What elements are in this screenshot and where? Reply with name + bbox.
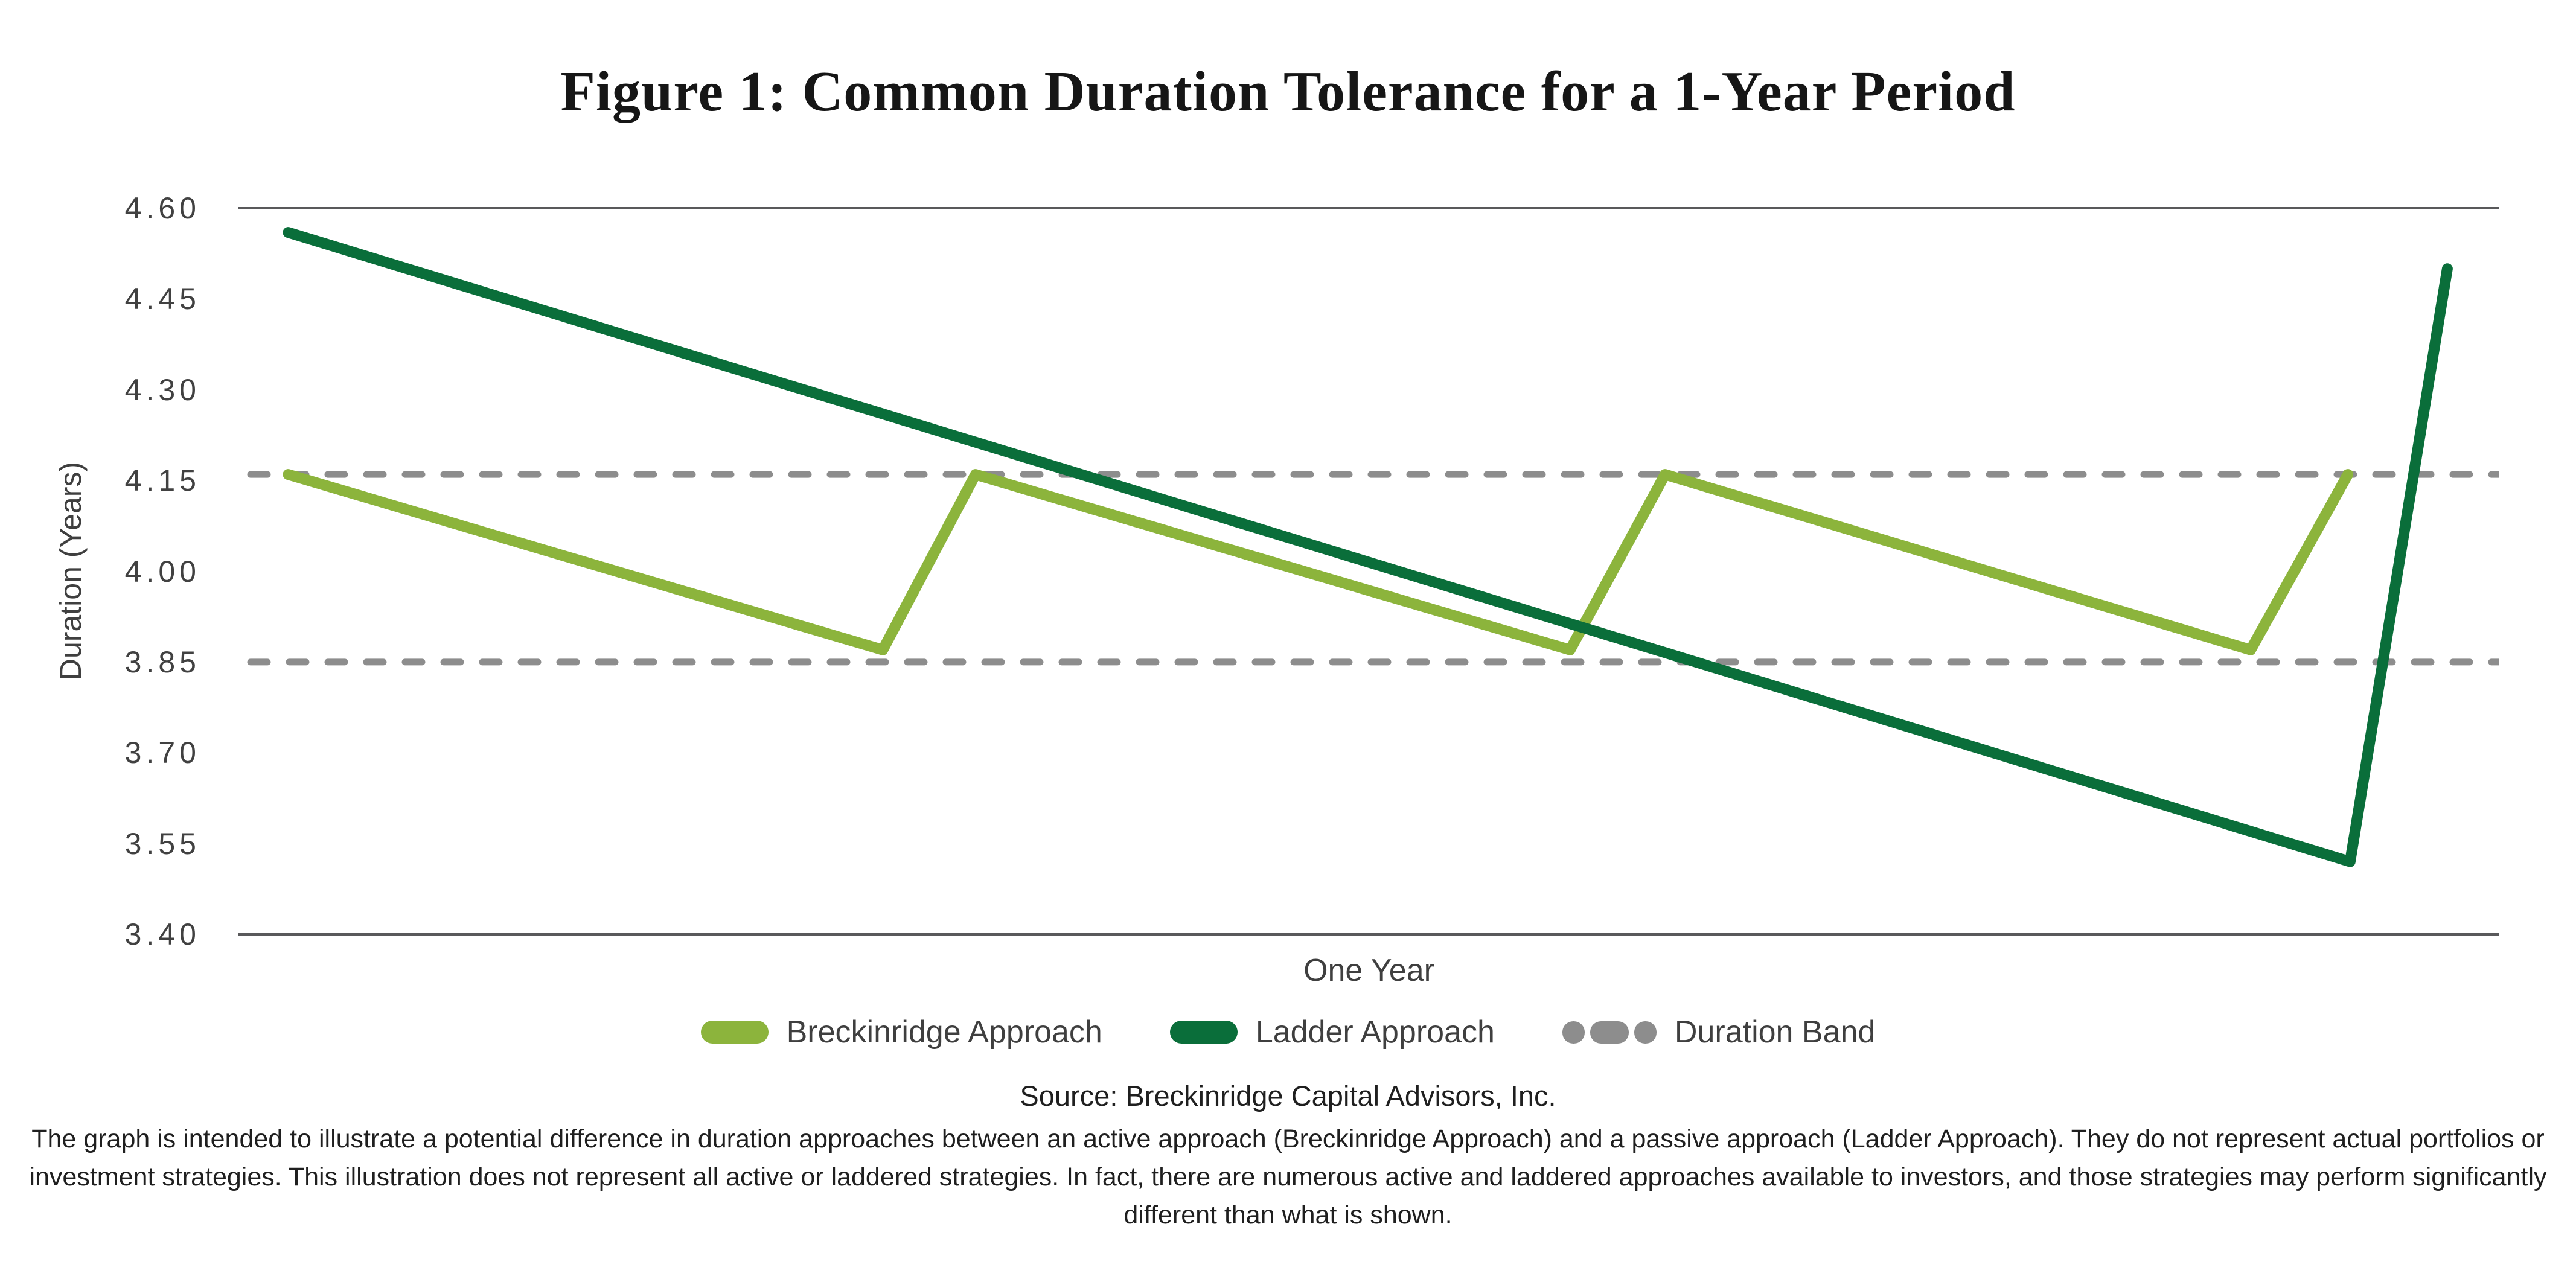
legend-label-breckinridge-approach: Breckinridge Approach [786,1015,1102,1050]
x-axis-title: One Year [1303,953,1434,988]
y-tick-label-3-40: 3.40 [124,917,200,951]
y-tick-label-4-45: 4.45 [124,282,200,316]
legend-item-duration-band: Duration Band [1562,1014,1875,1050]
y-tick-label-3-85: 3.85 [124,645,200,679]
legend-dash-segment [1562,1021,1585,1044]
legend-swatch-breckinridge-approach-icon [700,1021,769,1044]
chart-title: Figure 1: Common Duration Tolerance for … [560,60,2016,123]
legend-item-breckinridge-approach: Breckinridge Approach [700,1014,1102,1050]
legend-dash-segment [1634,1021,1657,1044]
legend-label-ladder-approach: Ladder Approach [1255,1015,1495,1050]
source-attribution: Source: Breckinridge Capital Advisors, I… [1020,1080,1556,1112]
y-tick-label-4-30: 4.30 [124,372,200,407]
legend-swatch-duration-band-icon [1562,1021,1657,1044]
y-axis-tick-labels: 4.60 4.45 4.30 4.15 4.00 3.85 3.70 3.55 3.40 [0,187,200,972]
y-tick-label-3-55: 3.55 [124,826,200,861]
plot-area [238,187,2503,972]
breckinridge-approach-line [283,469,2354,655]
y-tick-label-4-60: 4.60 [124,191,200,225]
legend-label-duration-band: Duration Band [1674,1015,1876,1050]
y-tick-label-3-70: 3.70 [124,736,200,770]
legend-dash-segment [1590,1021,1629,1044]
chart-legend: Breckinridge Approach Ladder Approach Dura… [0,1014,2576,1050]
y-tick-label-4-00: 4.00 [124,554,200,588]
ladder-approach-line [283,227,2453,867]
legend-item-ladder-approach: Ladder Approach [1169,1014,1495,1050]
y-tick-label-4-15: 4.15 [124,464,200,498]
plot-svg [238,207,2503,936]
disclaimer-text: The graph is intended to illustrate a po… [29,1124,2547,1229]
legend-swatch-ladder-approach-icon [1169,1021,1238,1044]
